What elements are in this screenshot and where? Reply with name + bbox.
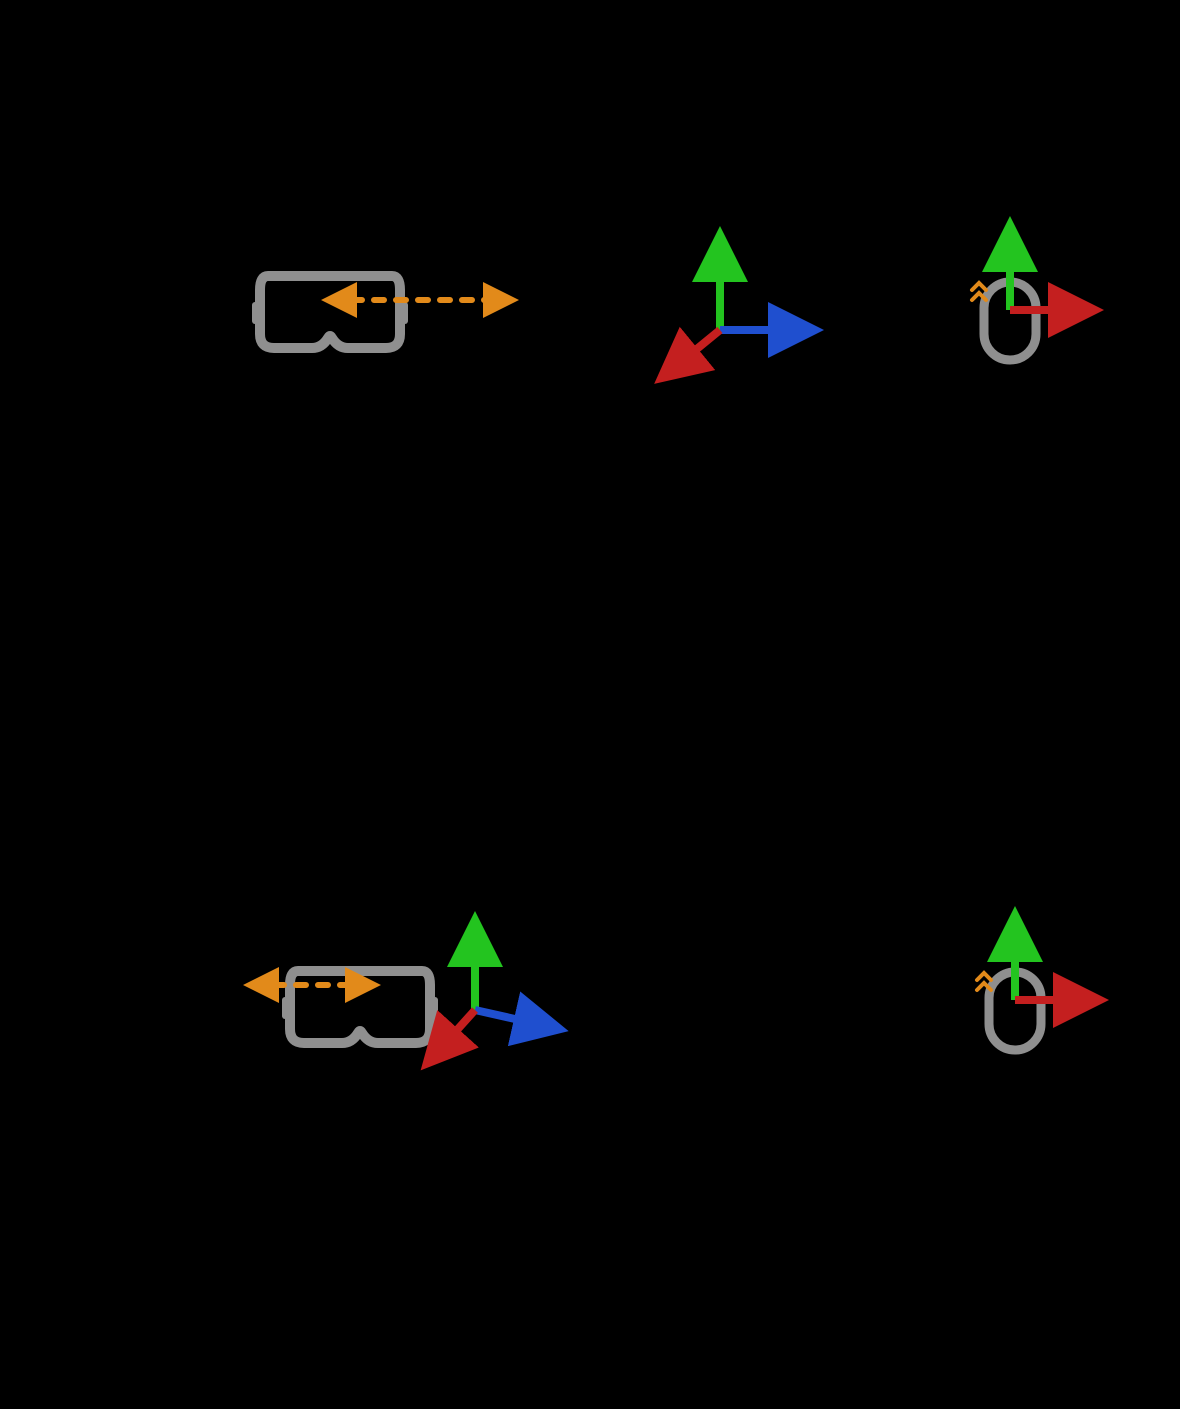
axes-2d-icon bbox=[1015, 920, 1095, 1000]
axes-3d-icon bbox=[430, 925, 555, 1060]
axes-2d-icon bbox=[1010, 230, 1090, 310]
vr-headset-icon bbox=[282, 971, 438, 1043]
diagram-stage bbox=[0, 0, 1180, 1409]
scroll-chevrons-icon bbox=[977, 973, 991, 990]
diagram-svg bbox=[0, 0, 1180, 1409]
vr-headset-icon bbox=[252, 276, 408, 348]
scroll-chevrons-icon bbox=[972, 283, 986, 300]
axes-3d-icon bbox=[665, 240, 810, 375]
